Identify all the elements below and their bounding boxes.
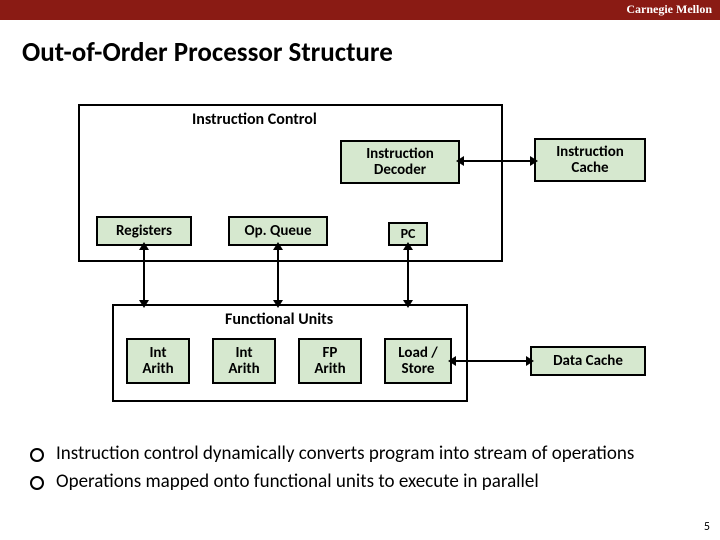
node-label: Data Cache [553,353,623,370]
int-arith-2-node: Int Arith [212,338,276,384]
slide-number: 5 [704,520,710,534]
node-label: FP Arith [314,345,345,378]
int-arith-1-node: Int Arith [126,338,190,384]
node-label: Int Arith [142,345,173,378]
functional-units-label: Functional Units [225,310,333,329]
bullet-list: Instruction control dynamically converts… [30,442,700,498]
arrow-up-icon [403,242,413,250]
node-label: Op. Queue [244,223,311,240]
instruction-control-label: Instruction Control [192,110,317,129]
bullet-text: Instruction control dynamically converts… [56,442,634,465]
node-label: Instruction Decoder [366,146,434,179]
arrow-down-icon [273,300,283,308]
bullet-text: Operations mapped onto functional units … [56,470,539,493]
node-label: Int Arith [228,345,259,378]
header-brand: Carnegie Mellon [626,2,712,17]
arrow-left-icon [456,156,464,166]
arrow-left-icon [448,356,456,366]
edge-pc-fu [407,248,409,302]
edge-loadstore-cache [454,360,528,362]
node-label: Instruction Cache [556,144,624,177]
header-bar [0,0,720,20]
load-store-node: Load / Store [384,338,452,384]
list-item: Instruction control dynamically converts… [30,442,700,466]
arrow-up-icon [139,242,149,250]
edge-decoder-cache [462,160,532,162]
arrow-up-icon [273,242,283,250]
node-label: Load / Store [398,345,437,378]
arrow-down-icon [403,300,413,308]
arrow-right-icon [526,356,534,366]
node-label: Registers [116,223,172,240]
slide: Carnegie Mellon Out-of-Order Processor S… [0,0,720,540]
fp-arith-node: FP Arith [298,338,362,384]
list-item: Operations mapped onto functional units … [30,470,700,494]
data-cache-node: Data Cache [530,346,646,376]
edge-registers-fu [143,248,145,302]
instruction-decoder-node: Instruction Decoder [340,140,460,184]
page-title: Out-of-Order Processor Structure [22,36,393,69]
node-label: PC [401,226,416,241]
instruction-cache-node: Instruction Cache [534,138,646,182]
arrow-right-icon [530,156,538,166]
arrow-down-icon [139,300,149,308]
edge-opqueue-fu [277,248,279,302]
